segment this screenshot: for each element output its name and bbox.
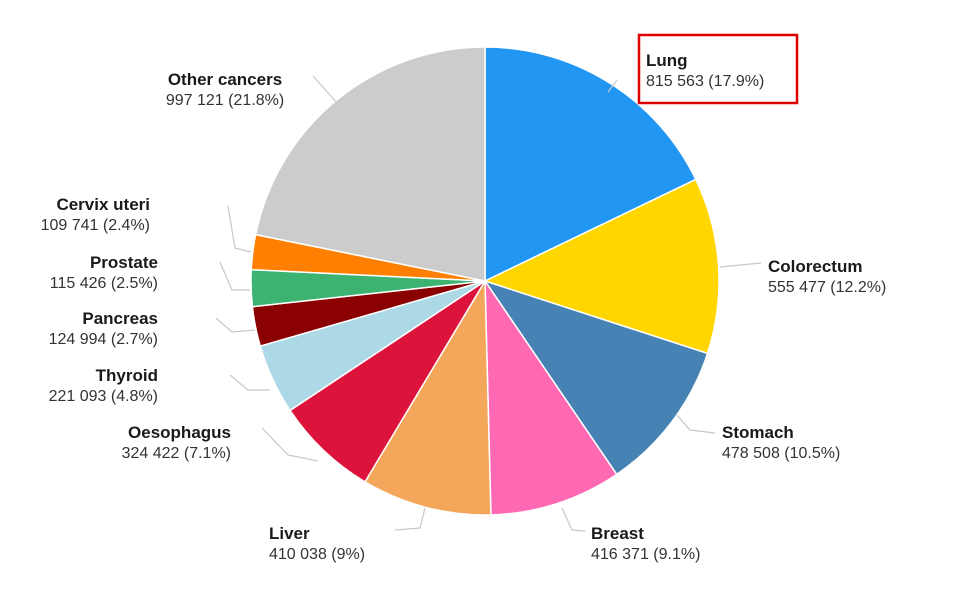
- label-value-liver: 410 038 (9%): [269, 546, 365, 563]
- label-name-cervix-uteri: Cervix uteri: [56, 195, 150, 214]
- pie-slices: [250, 46, 720, 516]
- label-name-colorectum: Colorectum: [768, 257, 862, 276]
- label-name-stomach: Stomach: [722, 423, 794, 442]
- lung-highlight-box: [637, 33, 799, 105]
- label-value-oesophagus: 324 422 (7.1%): [122, 445, 231, 462]
- label-value-prostate: 115 426 (2.5%): [50, 275, 158, 292]
- pie-slice-liver: [363, 278, 492, 516]
- label-value-pancreas: 124 994 (2.7%): [49, 331, 158, 348]
- label-value-thyroid: 221 093 (4.8%): [49, 388, 158, 405]
- label-value-cervix-uteri: 109 741 (2.4%): [41, 217, 150, 234]
- label-value-colorectum: 555 477 (12.2%): [768, 279, 886, 296]
- pie-slice-lung: [484, 46, 697, 283]
- label-name-pancreas: Pancreas: [82, 309, 158, 328]
- label-name-lung: Lung: [646, 51, 688, 70]
- label-connectors: [215, 75, 762, 532]
- connector-cervix-uteri: [227, 205, 252, 253]
- pie-slice-stomach: [483, 279, 709, 476]
- label-name-liver: Liver: [269, 524, 310, 543]
- label-name-thyroid: Thyroid: [96, 366, 158, 385]
- label-value-breast: 416 371 (9.1%): [591, 546, 700, 563]
- label-name-breast: Breast: [591, 524, 644, 543]
- connector-colorectum: [719, 262, 762, 268]
- connector-liver: [394, 507, 426, 531]
- pie-slice-other-cancers: [254, 46, 486, 282]
- pie-slice-colorectum: [482, 178, 720, 355]
- connector-other-cancers: [312, 75, 338, 104]
- label-name-other-cancers: Other cancers: [168, 70, 282, 89]
- label-value-lung: 815 563 (17.9%): [646, 73, 764, 90]
- label-value-other-cancers: 997 121 (21.8%): [166, 92, 284, 109]
- connector-lung: [607, 79, 618, 93]
- slice-labels: Lung 815 563 (17.9%) Colorectum 555 477 (12…: [41, 51, 887, 563]
- connector-oesophagus: [261, 427, 319, 462]
- label-name-prostate: Prostate: [90, 253, 158, 272]
- connector-pancreas: [215, 317, 256, 333]
- connector-stomach: [675, 413, 716, 434]
- connector-prostate: [219, 261, 250, 291]
- pie-slice-breast: [484, 278, 618, 516]
- label-name-oesophagus: Oesophagus: [128, 423, 231, 442]
- label-value-stomach: 478 508 (10.5%): [722, 445, 840, 462]
- pie-slice-oesophagus: [289, 280, 486, 483]
- connector-thyroid: [229, 374, 270, 391]
- connector-breast: [561, 507, 586, 532]
